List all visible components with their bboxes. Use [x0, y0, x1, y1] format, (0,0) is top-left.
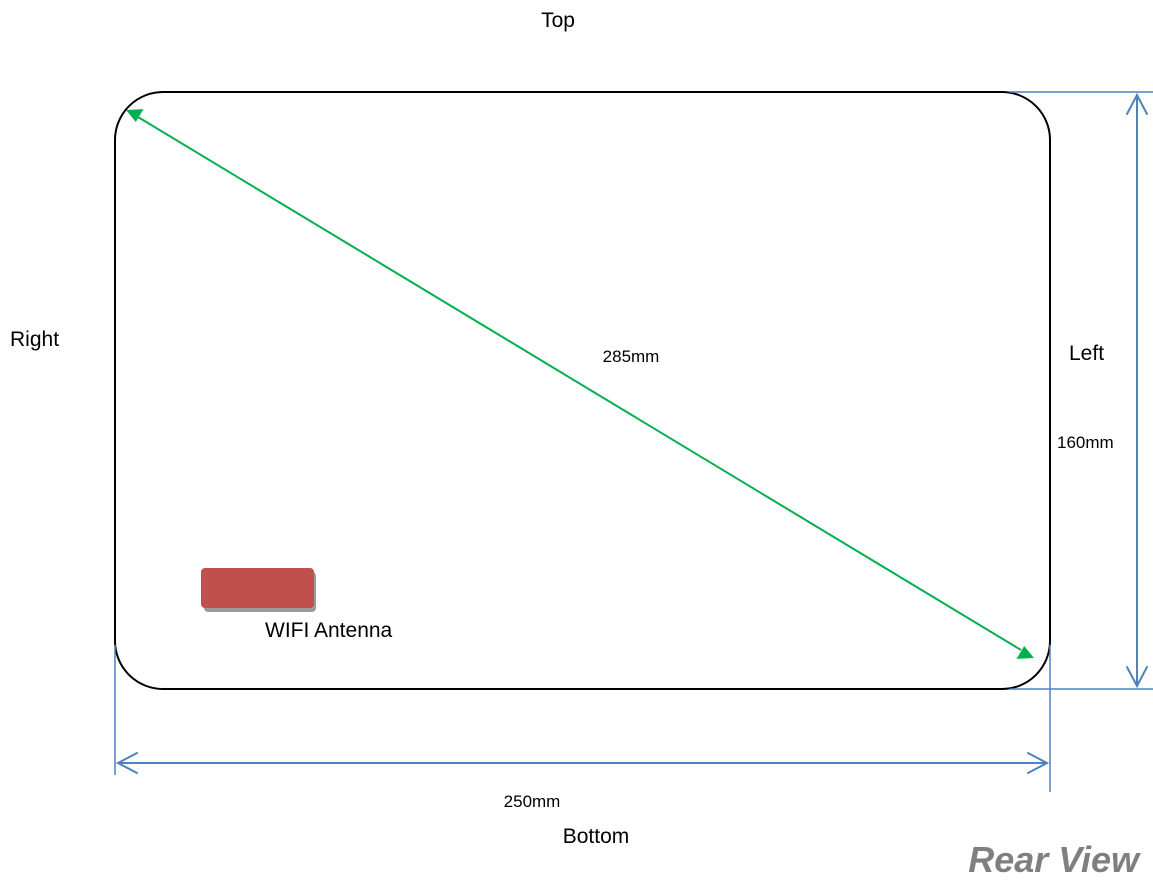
bottom-label: Bottom	[563, 825, 630, 848]
diagonal-arrowhead-bottom-right	[1016, 646, 1034, 659]
height-dimension-arrow	[1126, 92, 1148, 689]
left-label: Left	[1069, 342, 1104, 365]
diagonal-dimension-label: 285mm	[603, 347, 660, 366]
wifi-antenna-label: WIFI Antenna	[265, 619, 393, 642]
width-dimension-label: 250mm	[504, 792, 561, 811]
extension-lines	[114, 91, 1153, 792]
top-label: Top	[541, 9, 575, 32]
height-dimension-label: 160mm	[1057, 433, 1114, 452]
diagonal-arrowhead-top-left	[126, 109, 144, 122]
height-arrowhead-top	[1126, 92, 1148, 115]
device-outline	[114, 91, 1051, 690]
diagonal-dimension-arrow	[126, 109, 1034, 659]
width-arrowhead-right	[1027, 752, 1050, 774]
height-arrowhead-bottom	[1126, 666, 1148, 689]
view-title: Rear View	[968, 839, 1141, 880]
wifi-antenna-block	[201, 568, 314, 608]
width-dimension-arrow	[115, 752, 1050, 774]
width-arrowhead-left	[115, 752, 138, 774]
wifi-antenna	[201, 568, 316, 612]
right-label: Right	[10, 328, 59, 351]
